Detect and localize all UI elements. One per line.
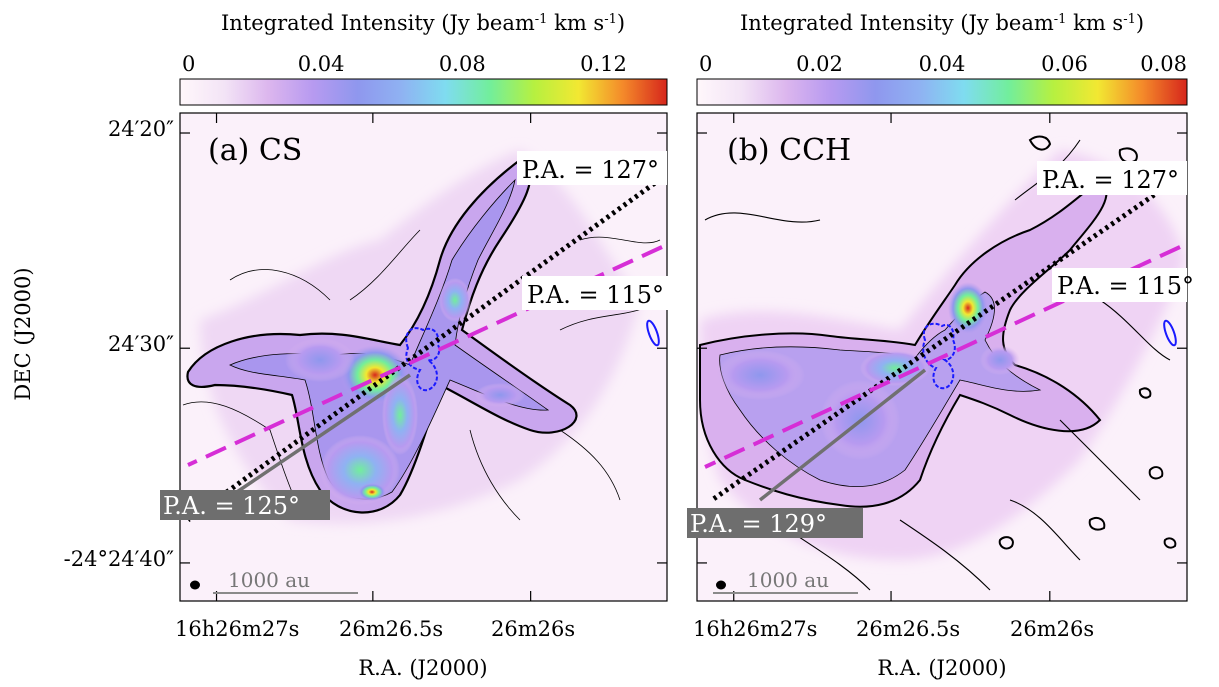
pa-label-bg-dotted-a [517, 151, 667, 185]
panel-a: Integrated Intensity (Jy beam-1 km s-1) … [160, 11, 672, 680]
beam-icon-b [716, 580, 726, 590]
pa-label-bg-dashed-a [522, 276, 672, 310]
colorbar-title-b: Integrated Intensity (Jy beam-1 km s-1) [740, 11, 1144, 35]
colorbar-tick-label-b-4: 0.08 [1140, 52, 1187, 76]
panel-label-b: (b) CCH [727, 133, 851, 168]
pa-label-bg-solid-b [687, 508, 863, 538]
protostar-outline-b [922, 322, 956, 390]
pa-label-dashed-a: P.A. = 115° [527, 281, 664, 309]
xtick-label-b-2: 26m26s [1010, 617, 1094, 641]
ylabel: DEC (J2000) [11, 267, 35, 400]
xtick-label-b-0: 16h26m27s [693, 617, 817, 641]
colorbar-tick-label-b-1: 0.02 [796, 52, 843, 76]
colorbar-b [696, 78, 1188, 106]
pa-label-dashed-b: P.A. = 115° [1057, 272, 1194, 300]
ytick-label-0: 24′20″ [108, 117, 174, 141]
colorbar-tick-label-a-2: 0.08 [439, 52, 486, 76]
beam-contour-b [1163, 319, 1177, 347]
colorbar-a [179, 78, 668, 106]
panel-label-a: (a) CS [208, 133, 302, 168]
colorbar-tick-label-a-3: 0.12 [580, 52, 627, 76]
colorbar-tick-label-b-2: 0.04 [919, 52, 966, 76]
colorbar-tick-label-a-1: 0.04 [298, 52, 345, 76]
intensity-map-a [180, 113, 667, 601]
panel-b: Integrated Intensity (Jy beam-1 km s-1) … [687, 11, 1194, 680]
colorbar-tick-label-b-3: 0.06 [1041, 52, 1088, 76]
peak-blob-b [948, 282, 988, 334]
xtick-label-a-0: 16h26m27s [175, 617, 299, 641]
colorbar-tick-label-a-0: 0 [182, 52, 195, 76]
pa-label-solid-a: P.A. = 125° [163, 492, 300, 520]
noise-contours-b [998, 135, 1177, 550]
pa-dotted-line-b [710, 172, 1185, 503]
ytick-label-2: -24°24′40″ [64, 547, 175, 571]
map-frame-b [696, 112, 1188, 602]
pa-label-bg-dotted-b [1037, 161, 1187, 195]
intensity-map-b [697, 113, 1187, 601]
xtick-label-a-1: 26m26.5s [339, 617, 443, 641]
pa-label-bg-dashed-b [1052, 268, 1187, 302]
thin-contours-a [182, 229, 661, 521]
colorbar-tick-label-b-0: 0 [699, 52, 712, 76]
pa-dashed-line-a [187, 245, 663, 467]
pa-label-dotted-a: P.A. = 127° [522, 156, 659, 184]
map-ticks-a [180, 113, 667, 601]
map-frame-a [179, 112, 668, 602]
xlabel-a: R.A. (J2000) [358, 656, 487, 680]
colorbar-ticks-b: 0 0.02 0.04 0.06 0.08 [696, 52, 1188, 85]
pa-solid-line-a [227, 373, 411, 500]
pa-solid-line-b [758, 368, 927, 502]
pa-dotted-line-a [186, 172, 667, 523]
ytick-label-1: 24′30″ [108, 332, 174, 356]
scale-bar-label-b: 1000 au [747, 568, 829, 592]
colorbar-title-a: Integrated Intensity (Jy beam-1 km s-1) [221, 11, 625, 35]
pa-label-dotted-b: P.A. = 127° [1042, 166, 1179, 194]
pa-label-bg-solid-a [160, 490, 330, 520]
colorbar-ticks-a: 0 0.04 0.08 0.12 [179, 52, 627, 85]
xtick-label-a-2: 26m26s [491, 617, 575, 641]
xtick-label-b-1: 26m26.5s [856, 617, 960, 641]
protostar-outline-a [405, 327, 441, 392]
pa-label-solid-b: P.A. = 129° [690, 510, 827, 538]
pa-dashed-line-b [704, 245, 1181, 469]
beam-icon-a [190, 580, 200, 590]
beam-contour-a [646, 319, 660, 347]
scale-bar-label-a: 1000 au [228, 568, 310, 592]
xlabel-b: R.A. (J2000) [877, 656, 1006, 680]
